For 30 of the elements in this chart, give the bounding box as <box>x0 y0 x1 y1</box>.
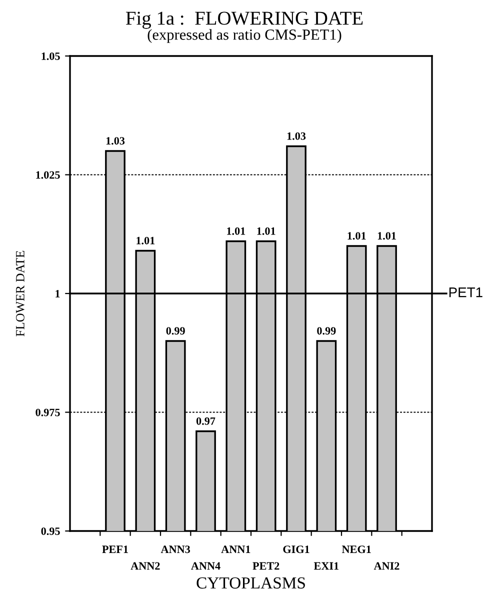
x-tick-label: ANN4 <box>191 562 220 570</box>
data-label: 0.99 <box>317 327 336 335</box>
ref-line-label: PET1 <box>449 288 482 298</box>
x-tick-label: ANI2 <box>374 562 400 570</box>
data-label: 1.01 <box>257 227 276 235</box>
y-axis-title: FLOWER DATE <box>16 250 24 336</box>
data-label: 1.01 <box>378 232 396 240</box>
x-tick-label: NEG1 <box>342 546 371 554</box>
y-tick-label: 1.025 <box>36 171 60 179</box>
chart-subtitle: (expressed as ratio CMS-PET1) <box>148 29 342 43</box>
data-label: 1.03 <box>106 137 125 145</box>
y-tick-label: 1 <box>56 290 60 298</box>
y-tick-label: 0.95 <box>41 527 60 536</box>
data-label: 0.97 <box>196 417 216 425</box>
x-tick-label: PET2 <box>252 562 280 570</box>
x-tick-label: ANN1 <box>221 546 250 553</box>
x-tick-label: PEF1 <box>102 546 128 553</box>
x-tick-label: ANN3 <box>160 546 190 554</box>
x-tick-label: GIG1 <box>283 546 310 554</box>
data-label: 1.01 <box>136 236 155 244</box>
data-label: 1.01 <box>348 232 366 240</box>
y-tick-label: 0.975 <box>36 408 60 416</box>
y-tick-label: 1.05 <box>42 52 60 60</box>
data-label: 1.01 <box>227 227 246 235</box>
chart-title: Fig 1a : FLOWERING DATE <box>126 12 363 29</box>
data-label: 0.99 <box>166 327 185 335</box>
x-axis-title: CYTOPLASMS <box>196 577 305 589</box>
data-label: 1.03 <box>287 132 306 140</box>
x-tick-label: EXI1 <box>314 562 338 570</box>
x-tick-label: ANN2 <box>130 562 160 570</box>
